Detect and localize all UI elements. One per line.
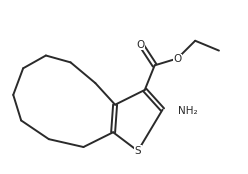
Text: O: O xyxy=(137,40,145,50)
Text: O: O xyxy=(173,54,182,64)
Text: NH₂: NH₂ xyxy=(178,106,198,116)
Text: S: S xyxy=(134,146,141,156)
